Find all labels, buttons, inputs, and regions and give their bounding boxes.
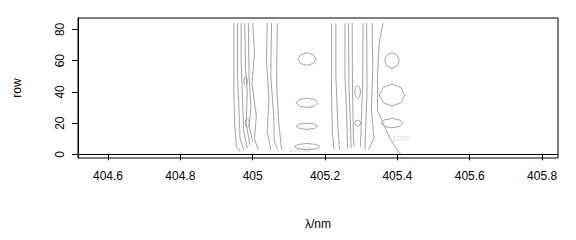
- svg-text:405.8: 405.8: [527, 169, 557, 183]
- svg-text:405.4: 405.4: [382, 169, 412, 183]
- svg-text:row: row: [10, 78, 24, 98]
- svg-text:405.6: 405.6: [455, 169, 485, 183]
- svg-text:40: 40: [53, 85, 67, 99]
- svg-text:60: 60: [53, 54, 67, 68]
- svg-text:1000: 1000: [392, 134, 410, 143]
- svg-text:405.2: 405.2: [310, 169, 340, 183]
- svg-text:λ/nm: λ/nm: [305, 217, 331, 231]
- svg-text:404.6: 404.6: [93, 169, 123, 183]
- svg-text:20: 20: [53, 116, 67, 130]
- svg-text:0: 0: [53, 151, 67, 158]
- svg-text:10000: 10000: [288, 145, 311, 155]
- svg-text:405: 405: [243, 169, 263, 183]
- svg-text:80: 80: [53, 22, 67, 36]
- svg-text:404.8: 404.8: [165, 169, 195, 183]
